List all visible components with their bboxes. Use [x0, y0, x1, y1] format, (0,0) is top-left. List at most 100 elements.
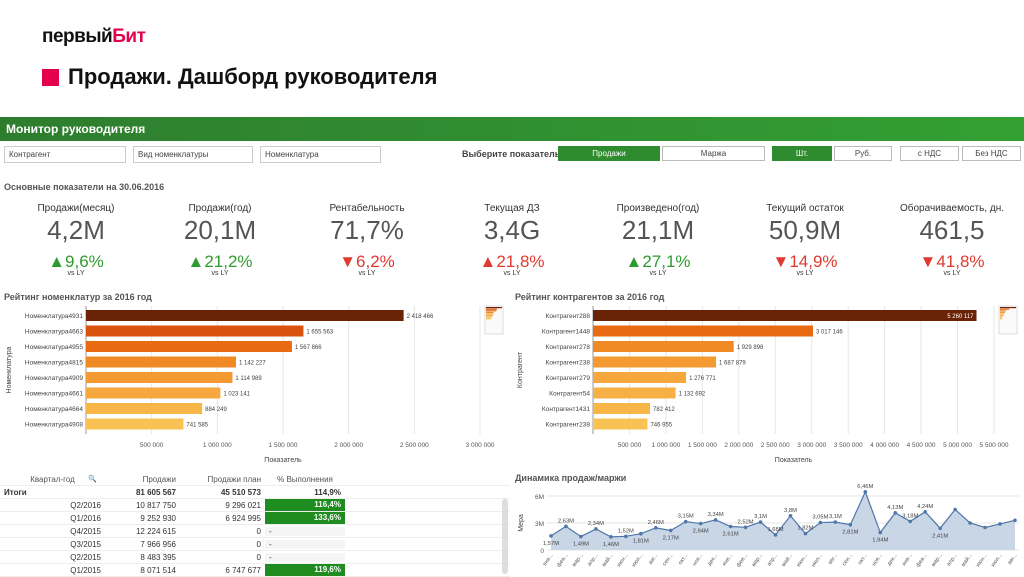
preview-bar — [486, 316, 492, 318]
bar[interactable] — [593, 356, 717, 368]
bar[interactable] — [593, 325, 813, 337]
cell-plan: 6 924 995 — [225, 513, 261, 523]
bar[interactable] — [86, 418, 184, 430]
cell-quarter: Q4/2015 — [70, 526, 101, 536]
table-header-row[interactable]: Квартал-год Продажи Продажи план % Выполнен… — [0, 473, 510, 486]
data-point[interactable] — [609, 535, 613, 539]
data-point[interactable] — [773, 533, 778, 537]
table-row[interactable]: Q2/2015 8 483 395 0- — [0, 551, 510, 564]
units-pieces-button[interactable]: Шт. — [772, 146, 832, 161]
category-label: Контрагент279 — [546, 375, 591, 382]
data-point[interactable] — [579, 534, 583, 539]
data-point[interactable] — [953, 507, 957, 512]
table-row[interactable]: Q1/2016 9 252 930 6 924 995 133,6% — [0, 512, 510, 525]
data-point[interactable] — [938, 526, 942, 531]
table-row[interactable]: Q4/2015 12 224 615 0- — [0, 525, 510, 538]
cell-sales: 7 966 956 — [140, 539, 176, 549]
category-label: Номенклатура4663 — [25, 329, 83, 336]
data-point[interactable] — [908, 519, 913, 524]
x-tick-label: 1 500 000 — [688, 442, 717, 449]
data-point[interactable] — [758, 520, 763, 524]
data-point[interactable] — [848, 522, 853, 527]
search-icon[interactable]: 🔍 — [88, 476, 97, 483]
table-scrollbar[interactable] — [502, 499, 508, 574]
point-value-label: 1,52M — [618, 528, 634, 534]
data-point[interactable] — [803, 531, 808, 536]
sales-dynamics-chart: 03M6MМера1,57Mянв...2,63Mфев...1,49Mмар.… — [518, 484, 1019, 569]
data-point[interactable] — [653, 526, 658, 530]
bar[interactable] — [593, 341, 734, 352]
table-row[interactable]: Q2/2016 10 817 750 9 296 021 116,4% — [0, 499, 510, 512]
kpi-vs-label: vs LY — [649, 270, 667, 277]
cell-pct: 119,6% — [265, 564, 345, 576]
kpi-value: 20,1M — [183, 215, 257, 245]
bar[interactable] — [86, 325, 304, 337]
bar[interactable] — [86, 387, 221, 399]
data-point[interactable] — [713, 518, 718, 522]
filter-counterparty[interactable]: Контрагент — [4, 146, 126, 163]
bar[interactable] — [86, 356, 237, 368]
chart-items-title: Рейтинг номенклатур за 2016 год — [4, 292, 152, 302]
indicator-sales-button[interactable]: Продажи — [558, 146, 660, 161]
vat-with-button[interactable]: с НДС — [900, 146, 959, 161]
data-point[interactable] — [968, 521, 972, 525]
table-row[interactable]: Q3/2015 7 966 956 0- — [0, 538, 510, 551]
kpi-value: 21,1M — [621, 215, 695, 245]
bar[interactable] — [86, 403, 203, 414]
preview-bar — [486, 308, 497, 310]
data-point[interactable] — [683, 519, 688, 524]
cell-plan: 0 — [256, 539, 261, 549]
x-tick-label: 5 500 000 — [980, 442, 1009, 449]
filter-item[interactable]: Номенклатура — [260, 146, 381, 163]
indicator-margin-button[interactable]: Маржа — [662, 146, 765, 161]
category-label: Контрагент238 — [546, 422, 591, 429]
bar[interactable] — [593, 310, 977, 321]
data-point[interactable] — [639, 531, 643, 536]
kpi-name: Текущий остаток — [766, 203, 844, 214]
bar[interactable] — [593, 403, 651, 414]
data-point[interactable] — [743, 525, 748, 530]
data-point[interactable] — [998, 522, 1002, 526]
bar[interactable] — [86, 310, 404, 321]
data-point[interactable] — [818, 520, 823, 525]
data-point[interactable] — [983, 525, 987, 530]
cell-sales: 9 252 930 — [140, 513, 176, 523]
data-point[interactable] — [923, 510, 927, 514]
x-tick-label: 3 500 000 — [834, 442, 863, 449]
data-point[interactable] — [1013, 518, 1017, 523]
bar[interactable] — [593, 372, 687, 383]
bar[interactable] — [86, 372, 233, 383]
x-tick-label: янв... — [722, 552, 735, 567]
bar[interactable] — [86, 341, 292, 352]
data-point[interactable] — [833, 520, 838, 524]
data-point[interactable] — [624, 534, 628, 539]
page-header: Продажи. Дашборд руководителя — [42, 64, 437, 90]
triangle-down-icon: ▼ — [772, 252, 790, 271]
x-tick-label: ноя... — [871, 552, 884, 567]
data-point[interactable] — [668, 528, 673, 533]
table-row[interactable]: Q1/2015 8 071 514 6 747 677 119,6% — [0, 564, 510, 577]
table-totals-row: Итоги 81 605 567 45 510 573 114,9% — [0, 486, 510, 499]
kpi-change-value: 41,8% — [936, 252, 985, 271]
point-value-label: 1,57M — [543, 541, 559, 547]
company-logo: первыйБит — [42, 26, 146, 48]
point-value-label: 3,34M — [708, 512, 724, 518]
data-point[interactable] — [698, 521, 703, 526]
data-point[interactable] — [878, 530, 883, 535]
bar[interactable] — [593, 387, 676, 399]
triangle-up-icon: ▲ — [625, 252, 643, 271]
units-rub-button[interactable]: Руб. — [834, 146, 892, 161]
vat-without-button[interactable]: Без НДС — [962, 146, 1021, 161]
filter-item-type[interactable]: Вид номенклатуры — [133, 146, 253, 163]
preview-bar — [486, 311, 494, 313]
data-point[interactable] — [788, 514, 793, 518]
bar[interactable] — [593, 418, 648, 430]
data-point[interactable] — [549, 534, 553, 538]
data-point[interactable] — [728, 524, 733, 529]
data-point[interactable] — [594, 527, 598, 531]
data-point[interactable] — [893, 511, 898, 515]
kpi-value: 461,5 — [919, 215, 985, 245]
data-point[interactable] — [564, 524, 568, 529]
data-point[interactable] — [863, 490, 868, 494]
kpi-value: 50,9M — [768, 215, 842, 245]
